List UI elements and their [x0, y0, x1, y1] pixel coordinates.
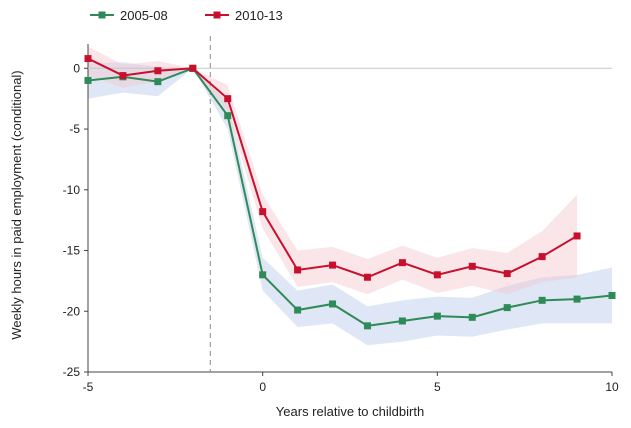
data-point-series-1 — [154, 67, 162, 75]
data-point-series-1 — [573, 232, 581, 240]
x-tick-label: 0 — [259, 380, 266, 394]
y-tick-label: -20 — [63, 304, 81, 318]
confidence-band-series-0 — [88, 62, 612, 346]
data-point-series-0 — [573, 295, 581, 303]
data-point-series-0 — [468, 313, 476, 321]
legend-item-series-0: 2005-08 — [90, 8, 168, 23]
data-point-series-0 — [329, 300, 337, 308]
data-point-series-0 — [503, 304, 511, 312]
confidence-band-series-1 — [88, 46, 578, 295]
series-markers — [84, 55, 616, 330]
data-point-series-1 — [363, 273, 371, 281]
data-point-series-0 — [608, 291, 616, 299]
x-tick-label: -5 — [83, 380, 94, 394]
legend-label: 2005-08 — [120, 8, 168, 23]
y-tick-label: -10 — [63, 183, 81, 197]
data-point-series-0 — [259, 271, 267, 279]
legend: 2005-08 2010-13 — [90, 8, 283, 23]
confidence-bands — [88, 46, 612, 346]
data-point-series-0 — [224, 112, 232, 120]
data-point-series-1 — [294, 266, 302, 274]
data-point-series-1 — [468, 262, 476, 270]
data-point-series-0 — [154, 78, 162, 86]
x-tick-label: 5 — [434, 380, 441, 394]
y-tick-label: -15 — [63, 244, 81, 258]
legend-label: 2010-13 — [235, 8, 283, 23]
data-point-series-1 — [538, 253, 546, 261]
data-point-series-1 — [259, 208, 267, 216]
data-point-series-0 — [84, 76, 92, 84]
x-axis-label: Years relative to childbirth — [276, 404, 424, 419]
x-tick-label: 10 — [605, 380, 619, 394]
data-point-series-0 — [433, 312, 441, 320]
axes — [84, 44, 613, 376]
data-point-series-1 — [224, 95, 232, 103]
data-point-series-0 — [363, 322, 371, 330]
data-point-series-1 — [329, 261, 337, 269]
data-point-series-1 — [503, 270, 511, 278]
data-point-series-1 — [189, 64, 197, 72]
legend-item-series-1: 2010-13 — [205, 8, 283, 23]
y-tick-label: -25 — [63, 365, 81, 379]
data-point-series-0 — [294, 306, 302, 314]
data-point-series-1 — [84, 55, 92, 63]
y-tick-label: 0 — [73, 61, 80, 75]
data-point-series-0 — [398, 317, 406, 325]
series-line-0 — [87, 67, 613, 327]
y-axis-label: Weekly hours in paid employment (conditi… — [9, 70, 24, 339]
data-point-series-1 — [398, 259, 406, 267]
y-tick-label: -5 — [69, 122, 80, 136]
legend-swatch-marker — [213, 11, 221, 19]
tick-labels: 0-5-10-15-20-25-5 0 5 10 — [63, 61, 619, 394]
data-point-series-0 — [538, 296, 546, 304]
data-point-series-1 — [433, 271, 441, 279]
data-point-series-1 — [119, 72, 127, 80]
legend-swatch-marker — [98, 11, 106, 19]
